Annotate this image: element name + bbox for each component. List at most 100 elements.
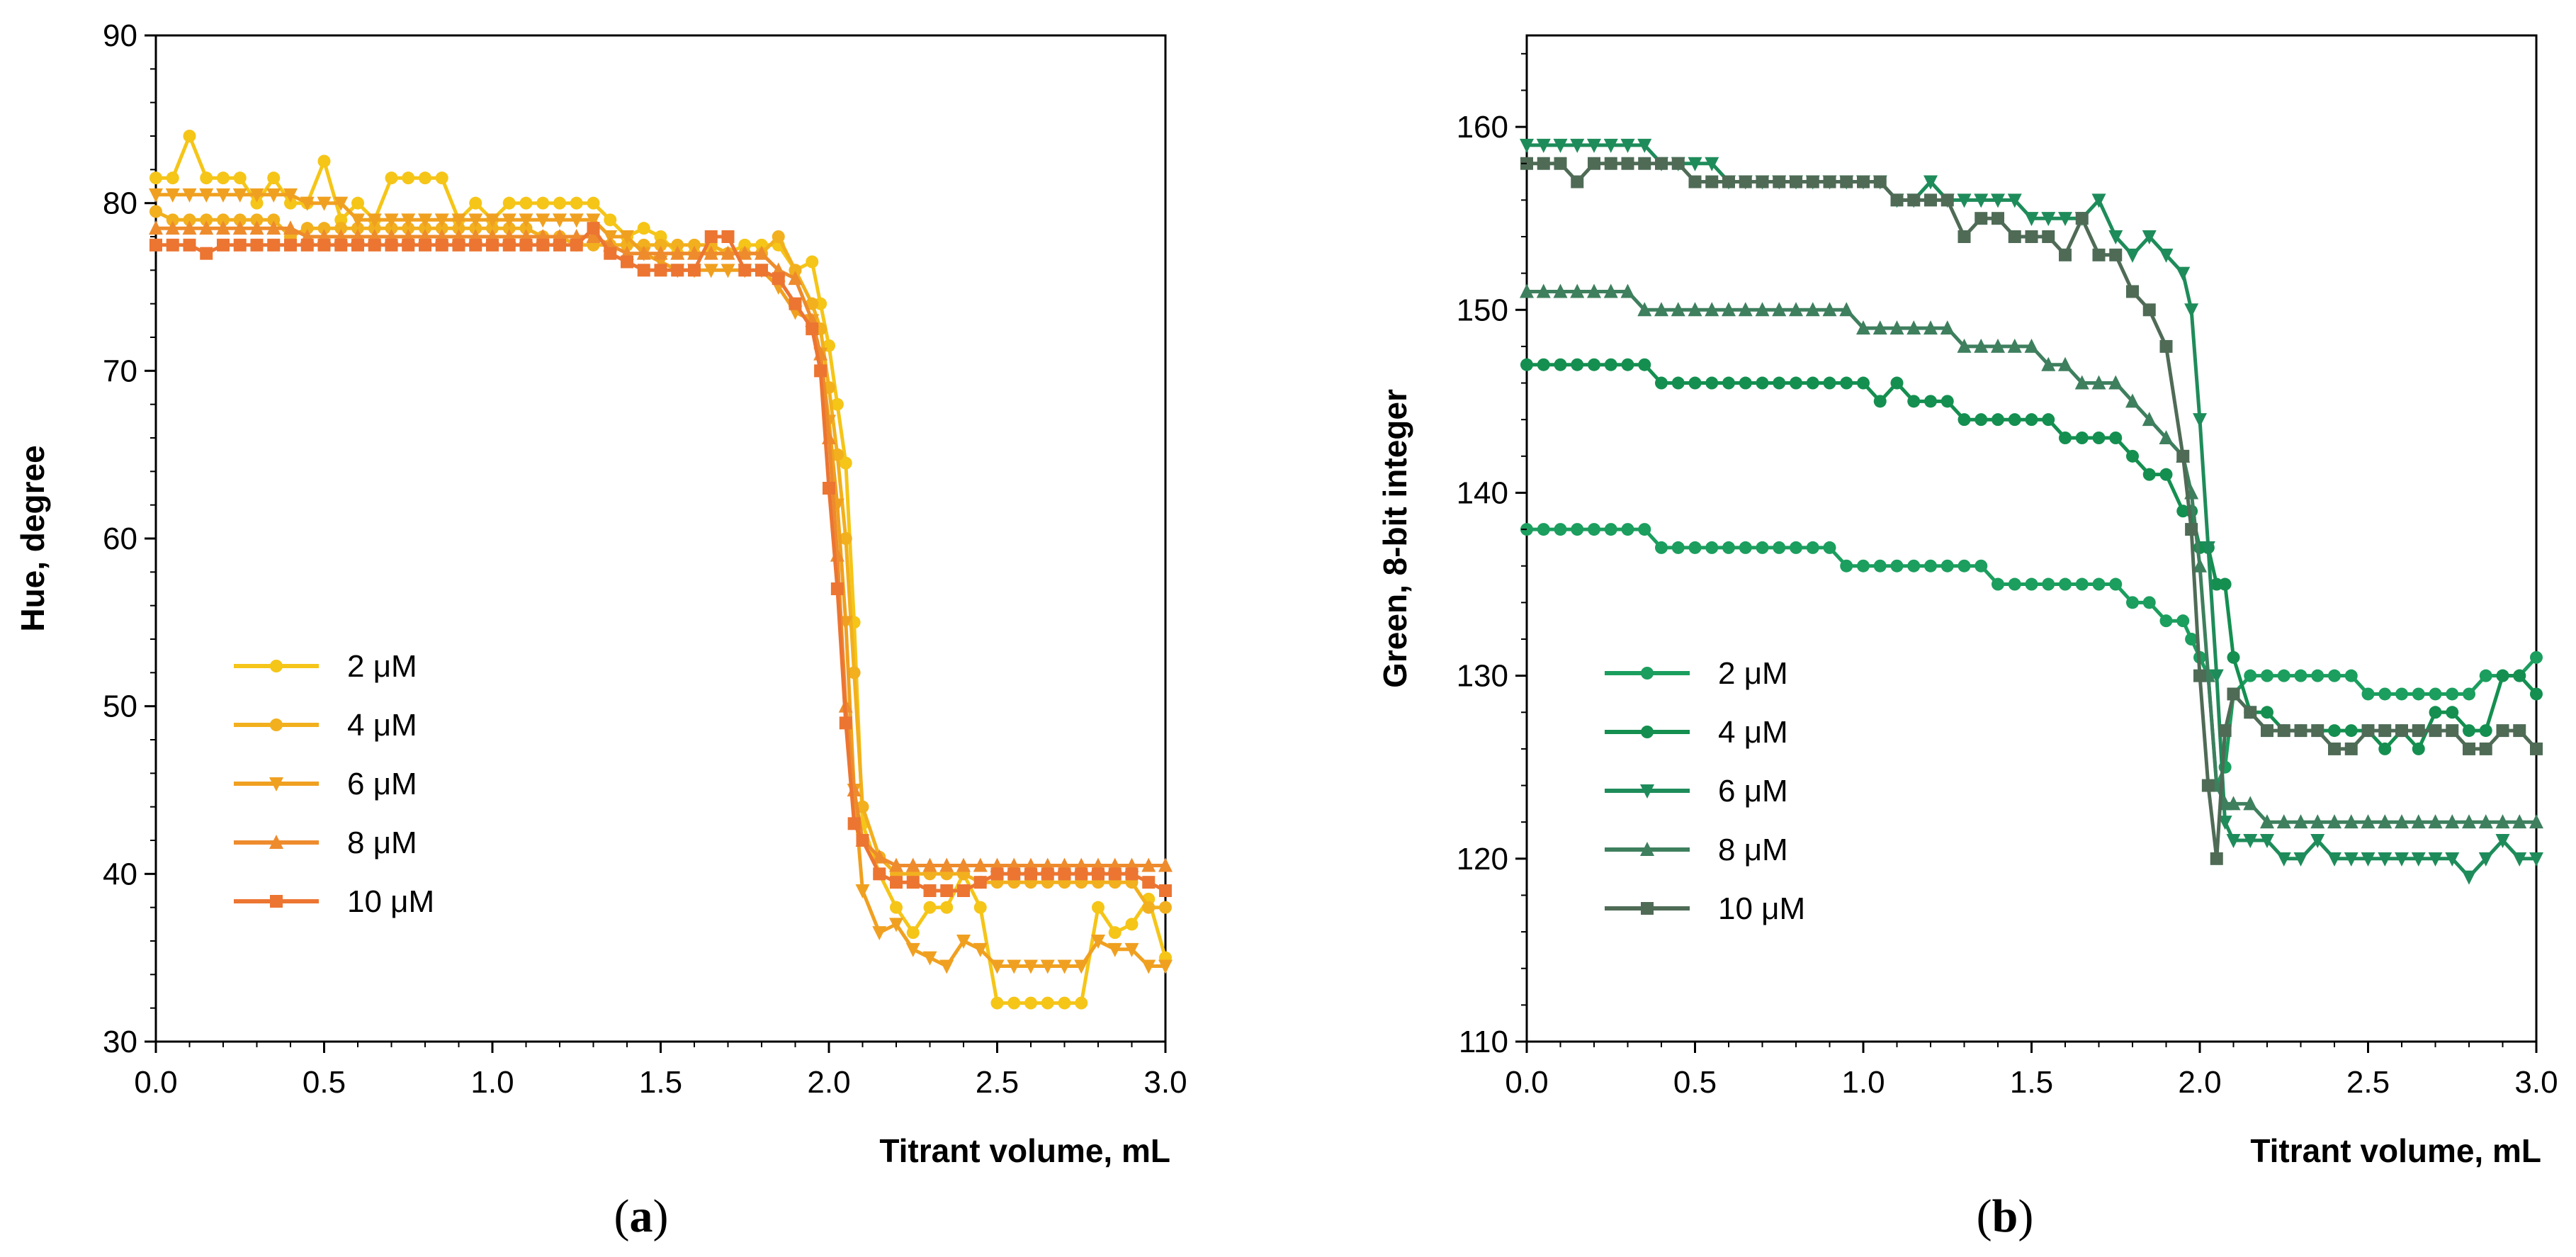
data-point: [553, 213, 567, 228]
data-point: [2395, 724, 2408, 738]
data-point: [2478, 852, 2493, 867]
data-point: [2058, 356, 2072, 371]
data-point: [1058, 996, 1071, 1010]
data-point: [217, 238, 230, 252]
data-point: [266, 188, 281, 203]
data-point: [2108, 230, 2123, 244]
data-point: [351, 238, 364, 252]
data-point: [1705, 175, 1719, 188]
legend-label: 6 μM: [1718, 774, 1788, 808]
y-tick-label: 30: [103, 1025, 137, 1059]
data-point: [1092, 867, 1105, 881]
data-point: [2344, 852, 2358, 867]
panel-a: 0.0 0.5 1.0 1.5 2.0 2.5 3.0 30 40 50 60 70 80 90 Hue,…: [14, 18, 1187, 1242]
data-point: [1621, 157, 1634, 170]
data-point: [2328, 724, 2341, 738]
data-point: [1992, 413, 2004, 427]
data-point: [2378, 852, 2393, 867]
data-point: [468, 213, 483, 228]
data-point: [233, 238, 247, 252]
data-point: [2529, 852, 2543, 867]
data-point: [1571, 523, 1584, 536]
legend-item: 2 μM: [1605, 656, 1788, 691]
y-axis-title: Green, 8-bit integer: [1377, 389, 1413, 688]
data-point: [2277, 669, 2290, 682]
data-point: [604, 247, 617, 260]
data-point: [772, 230, 785, 243]
data-point: [1941, 193, 1954, 207]
data-point: [165, 188, 180, 203]
data-point: [183, 130, 196, 142]
data-point: [1705, 376, 1719, 390]
data-point: [621, 255, 633, 269]
data-point: [889, 857, 903, 872]
data-point: [847, 666, 861, 680]
data-point: [2201, 541, 2215, 556]
data-point: [2513, 724, 2526, 738]
data-point: [2176, 449, 2190, 463]
data-point: [368, 238, 381, 252]
data-point: [1571, 175, 1584, 188]
legend-swatch-marker: [270, 895, 283, 908]
data-point: [906, 876, 920, 889]
data-point: [789, 297, 802, 310]
data-point: [1907, 395, 1921, 408]
data-point: [940, 884, 954, 897]
data-point: [199, 220, 214, 235]
data-point: [2142, 596, 2156, 609]
data-point: [939, 857, 954, 872]
data-point: [317, 154, 331, 168]
data-point: [1889, 320, 1904, 335]
data-point: [267, 171, 281, 185]
data-point: [250, 196, 264, 210]
data-point: [1722, 175, 1735, 188]
legend-item: 8 μM: [234, 825, 417, 860]
data-point: [1773, 376, 1786, 390]
data-point: [1092, 901, 1105, 914]
data-point: [2395, 814, 2409, 829]
data-point: [688, 238, 701, 252]
data-point: [856, 800, 869, 813]
y-tick-label: 120: [1457, 842, 1508, 876]
data-point: [183, 213, 196, 227]
data-point: [1739, 175, 1752, 188]
data-point: [1587, 283, 1601, 298]
legend-label: 2 μM: [347, 649, 417, 684]
ticks-layer: 0.0 0.5 1.0 1.5 2.0 2.5 3.0 30 40 50 60 70 80 90: [103, 18, 1187, 1100]
data-point: [2445, 814, 2460, 829]
data-point: [502, 222, 516, 235]
legend-item: 4 μM: [1605, 715, 1788, 750]
data-point: [956, 857, 971, 872]
data-point: [367, 213, 382, 228]
data-point: [1790, 376, 1802, 390]
data-point: [469, 222, 482, 235]
data-point: [738, 264, 752, 277]
data-point: [2512, 852, 2527, 867]
data-point: [2327, 814, 2341, 829]
data-point: [847, 817, 861, 830]
data-point: [973, 942, 988, 957]
data-point: [940, 901, 954, 914]
data-point: [2092, 432, 2106, 444]
series-line: [1527, 290, 2536, 824]
data-point: [620, 230, 634, 244]
data-point: [2361, 724, 2375, 738]
data-point: [654, 264, 667, 277]
data-point: [1655, 157, 1668, 170]
data-point: [872, 926, 887, 941]
data-point: [435, 171, 448, 185]
data-point: [1805, 302, 1820, 317]
data-point: [2042, 577, 2055, 591]
data-point: [1554, 157, 1567, 170]
data-point: [1823, 175, 1836, 188]
data-point: [2142, 412, 2157, 427]
series-5: [149, 222, 1172, 897]
data-point: [2361, 852, 2376, 867]
data-point: [604, 213, 617, 227]
data-point: [2310, 814, 2325, 829]
data-point: [249, 220, 264, 235]
data-point: [1840, 559, 1853, 573]
series-line: [156, 226, 1165, 867]
data-point: [1857, 175, 1870, 188]
data-point: [1722, 302, 1736, 317]
